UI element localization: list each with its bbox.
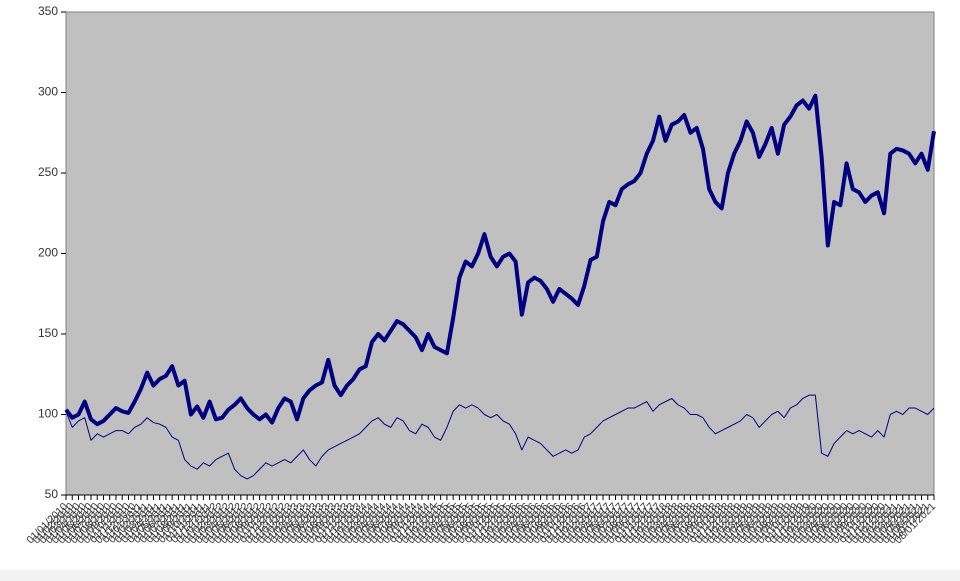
y-tick-label: 350 (38, 4, 58, 18)
y-tick-label: 150 (38, 326, 58, 340)
plot-area (65, 11, 935, 496)
series-line (65, 394, 935, 480)
y-tick-label: 100 (38, 407, 58, 421)
footer-strip (0, 570, 960, 581)
y-tick-label: 250 (38, 165, 58, 179)
series-line (64, 93, 936, 427)
y-tick-label: 300 (38, 85, 58, 99)
y-tick-label: 50 (45, 487, 59, 501)
y-tick-label: 200 (38, 246, 58, 260)
